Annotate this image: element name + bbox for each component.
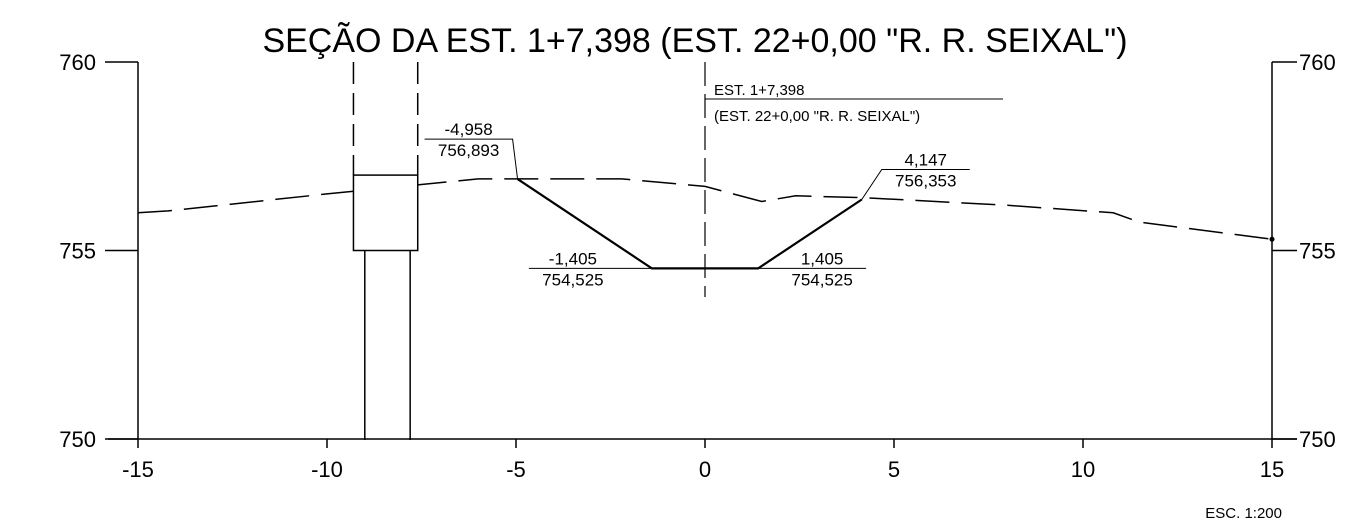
- terrain-profile-line: [137, 178, 1273, 240]
- x-tick-label: 10: [1071, 457, 1095, 482]
- elevation-label: 756,353: [895, 171, 956, 190]
- y-tick-label-left: 755: [59, 239, 96, 264]
- axes: 750 750 755 755 760 760 -15 -10 -5 0 5 10 15: [59, 50, 1335, 482]
- x-tick-label: -15: [122, 457, 154, 482]
- y-tick-label-right: 750: [1299, 427, 1336, 452]
- terrain-end-point: [1269, 236, 1275, 242]
- offset-label: 1,405: [801, 249, 844, 268]
- series-group: [137, 178, 1275, 270]
- annotation-leader: [424, 138, 519, 180]
- centerline-reference-label: (EST. 22+0,00 "R. R. SEIXAL"): [714, 108, 920, 125]
- y-tick-label-left: 760: [59, 50, 96, 75]
- culvert-box: [352, 174, 419, 252]
- x-tick-label: -10: [311, 457, 343, 482]
- y-tick-label-right: 755: [1299, 239, 1336, 264]
- elevation-label: 754,525: [791, 270, 852, 289]
- annotation-leader: [861, 168, 970, 200]
- y-tick-label-left: 750: [59, 427, 96, 452]
- x-tick-label: 0: [699, 457, 711, 482]
- offset-label: 4,147: [904, 150, 947, 169]
- structures-group: [352, 62, 419, 440]
- centerline-station-label: EST. 1+7,398: [714, 82, 804, 99]
- offset-label: -4,958: [444, 120, 492, 139]
- x-tick-label: 5: [888, 457, 900, 482]
- offset-label: -1,405: [549, 249, 597, 268]
- annotations-group: -4,958 756,893 -1,405 754,525 1,405 754,525 4,…: [424, 120, 970, 289]
- scale-note: ESC. 1:200: [1205, 505, 1282, 522]
- elevation-label: 754,525: [542, 270, 603, 289]
- centerline-group: EST. 1+7,398 (EST. 22+0,00 "R. R. SEIXAL"…: [704, 62, 1003, 297]
- x-tick-label: 15: [1260, 457, 1284, 482]
- elevation-label: 756,893: [438, 141, 499, 160]
- y-tick-label-right: 760: [1299, 50, 1336, 75]
- x-tick-label: -5: [506, 457, 526, 482]
- section-title: SEÇÃO DA EST. 1+7,398 (EST. 22+0,00 "R. …: [262, 22, 1127, 60]
